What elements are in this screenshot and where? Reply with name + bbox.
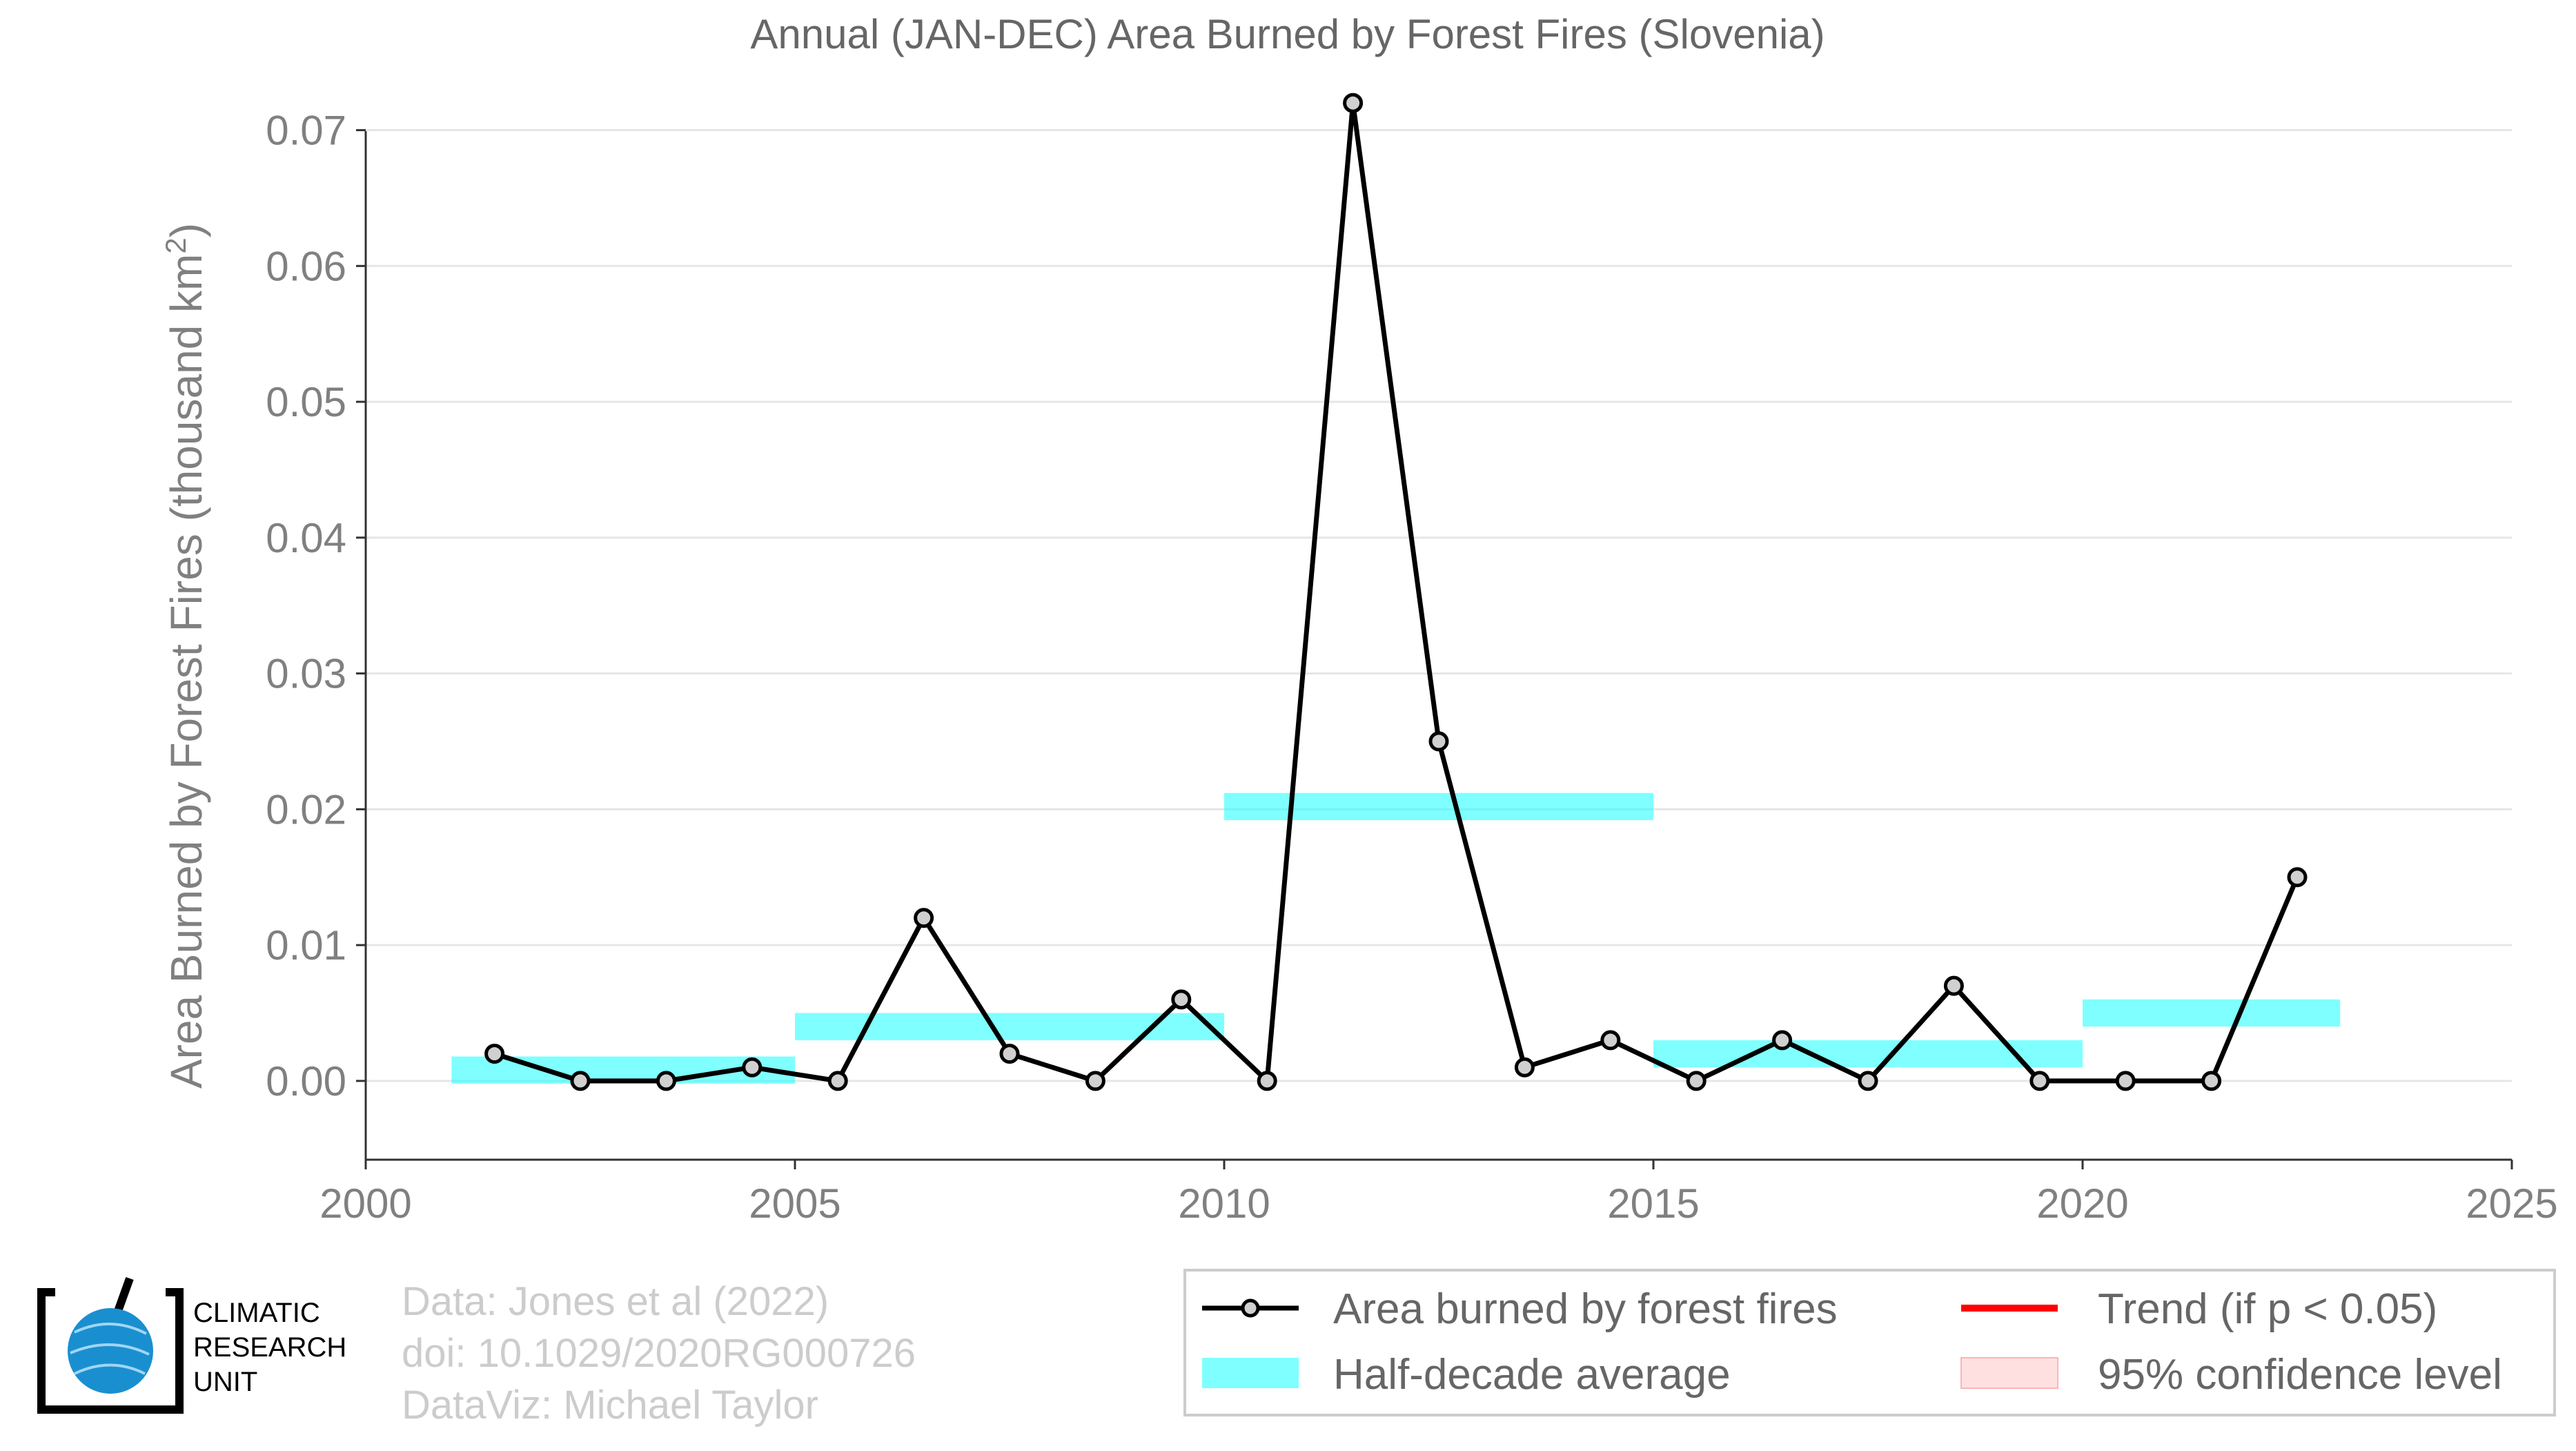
data-point [2201, 1071, 2222, 1091]
data-point [2029, 1071, 2050, 1091]
logo-text-line1: CLIMATIC [193, 1298, 320, 1328]
chart-title: Annual (JAN-DEC) Area Burned by Forest F… [750, 11, 1825, 57]
credit-data-source: Data: Jones et al (2022) [402, 1279, 829, 1324]
legend-swatch-half-decade [1202, 1358, 1299, 1388]
x-tick-label: 2010 [1178, 1180, 1270, 1227]
legend-marker-area-burned [1241, 1298, 1260, 1318]
legend-label-confidence: 95% confidence level [2098, 1351, 2502, 1399]
logo-text-line2: RESEARCH [193, 1332, 346, 1363]
half-decade-band [1224, 792, 1653, 821]
data-point [1858, 1071, 1878, 1091]
globe-icon [68, 1308, 153, 1394]
series [484, 92, 2308, 1091]
data-point [1171, 989, 1192, 1010]
data-point [999, 1044, 1020, 1064]
data-point [2115, 1071, 2136, 1091]
data-point [1943, 975, 1964, 996]
half-decade-band [2083, 999, 2341, 1027]
credit-doi: doi: 10.1029/2020RG000726 [402, 1331, 916, 1376]
data-point [742, 1057, 763, 1078]
cru-logo: CLIMATIC RESEARCH UNIT [37, 1276, 346, 1414]
y-tick-label: 0.00 [266, 1058, 346, 1104]
x-tick-label: 2020 [2036, 1180, 2128, 1227]
data-point [914, 908, 934, 928]
data-point [827, 1071, 848, 1091]
x-tick-label: 2025 [2466, 1180, 2557, 1227]
y-tick-label: 0.04 [266, 515, 346, 561]
series-line [493, 100, 2300, 1084]
y-axis-label: Area Burned by Forest Fires (thousand km… [159, 223, 212, 1089]
logo-frame [37, 1288, 184, 1414]
y-axis-label-superscript: 2 [159, 237, 192, 253]
axes: 0.00 0.01 0.02 0.03 0.04 0.05 0.06 0.07 2000 2005… [266, 108, 2558, 1227]
logo-frame-slash [113, 1276, 134, 1315]
data-point [1514, 1057, 1535, 1078]
y-tick-label: 0.02 [266, 786, 346, 832]
data-point [570, 1071, 591, 1091]
y-tick-label: 0.03 [266, 651, 346, 697]
legend-label-area-burned: Area burned by forest fires [1333, 1285, 1838, 1333]
x-tick-label: 2015 [1607, 1180, 1699, 1227]
credit-dataviz: DataViz: Michael Taylor [402, 1383, 818, 1428]
legend-label-trend: Trend (if p < 0.05) [2098, 1285, 2437, 1333]
y-axis-label-main: Area Burned by Forest Fires (thousand km [161, 254, 211, 1089]
grid-lines [366, 129, 2512, 1082]
data-point [1428, 731, 1449, 752]
data-point [484, 1044, 505, 1064]
y-tick-label: 0.07 [266, 108, 346, 154]
logo-text-line3: UNIT [193, 1367, 257, 1397]
legend: Area burned by forest fires Trend (if p … [1183, 1269, 2556, 1416]
legend-box [1183, 1269, 2556, 1416]
data-point [1257, 1071, 1277, 1091]
y-tick-label: 0.01 [266, 922, 346, 968]
globe-icon-swirl [70, 1323, 150, 1375]
data-point [656, 1071, 676, 1091]
data-point [1772, 1030, 1793, 1051]
half-decade-bands [451, 792, 2341, 1084]
data-point [1686, 1071, 1707, 1091]
legend-label-half-decade: Half-decade average [1333, 1351, 1731, 1399]
x-tick-label: 2005 [749, 1180, 840, 1227]
legend-swatch-confidence [1960, 1357, 2058, 1389]
y-tick-label: 0.05 [266, 379, 346, 425]
data-point [2287, 867, 2308, 888]
data-point [1343, 92, 1364, 113]
y-axis-label-suffix: ) [161, 223, 211, 237]
y-tick-label: 0.06 [266, 243, 346, 289]
data-point [1600, 1030, 1621, 1051]
half-decade-band [1653, 1040, 2083, 1068]
x-tick-label: 2000 [319, 1180, 411, 1227]
data-point [1085, 1071, 1105, 1091]
